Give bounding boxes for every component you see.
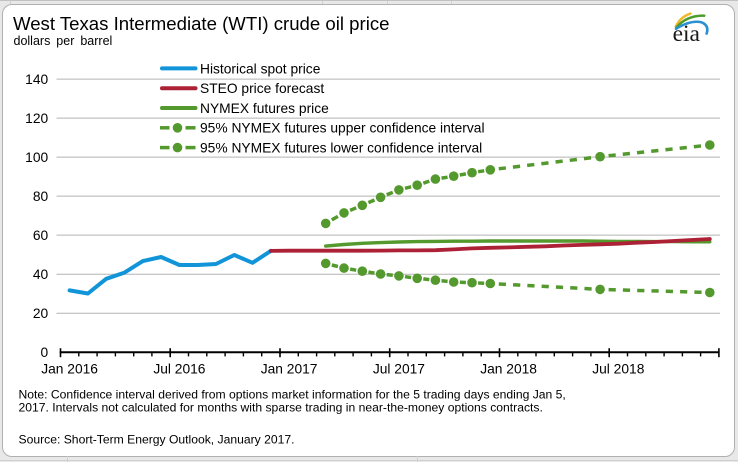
svg-text:120: 120 xyxy=(25,111,48,126)
svg-text:100: 100 xyxy=(25,150,48,165)
svg-text:Jul 2018: Jul 2018 xyxy=(592,361,644,376)
svg-text:2017. Intervals not calculated: 2017. Intervals not calculated for month… xyxy=(19,401,543,415)
svg-text:95% NYMEX futures lower confid: 95% NYMEX futures lower confidence inter… xyxy=(200,141,482,156)
svg-text:80: 80 xyxy=(33,189,49,204)
svg-text:20: 20 xyxy=(33,306,49,321)
svg-text:Note: Confidence interval deri: Note: Confidence interval derived from o… xyxy=(19,387,566,401)
svg-text:STEO price forecast: STEO price forecast xyxy=(200,81,324,96)
svg-text:Jan 2016: Jan 2016 xyxy=(41,361,98,376)
svg-text:Source: Short-Term Energy Outl: Source: Short-Term Energy Outlook, Janua… xyxy=(19,433,295,447)
svg-text:Jan 2017: Jan 2017 xyxy=(261,361,318,376)
svg-text:NYMEX futures price: NYMEX futures price xyxy=(200,101,329,116)
svg-text:eia: eia xyxy=(673,21,701,47)
svg-text:Jan 2018: Jan 2018 xyxy=(480,361,537,376)
svg-text:40: 40 xyxy=(33,267,49,282)
svg-text:Jul 2017: Jul 2017 xyxy=(373,361,425,376)
svg-text:95% NYMEX futures upper confid: 95% NYMEX futures upper confidence inter… xyxy=(200,121,485,136)
svg-text:Jul 2016: Jul 2016 xyxy=(153,361,205,376)
svg-text:140: 140 xyxy=(25,72,48,87)
svg-text:60: 60 xyxy=(33,228,49,243)
svg-text:Historical spot price: Historical spot price xyxy=(200,61,321,76)
svg-text:0: 0 xyxy=(41,345,49,360)
